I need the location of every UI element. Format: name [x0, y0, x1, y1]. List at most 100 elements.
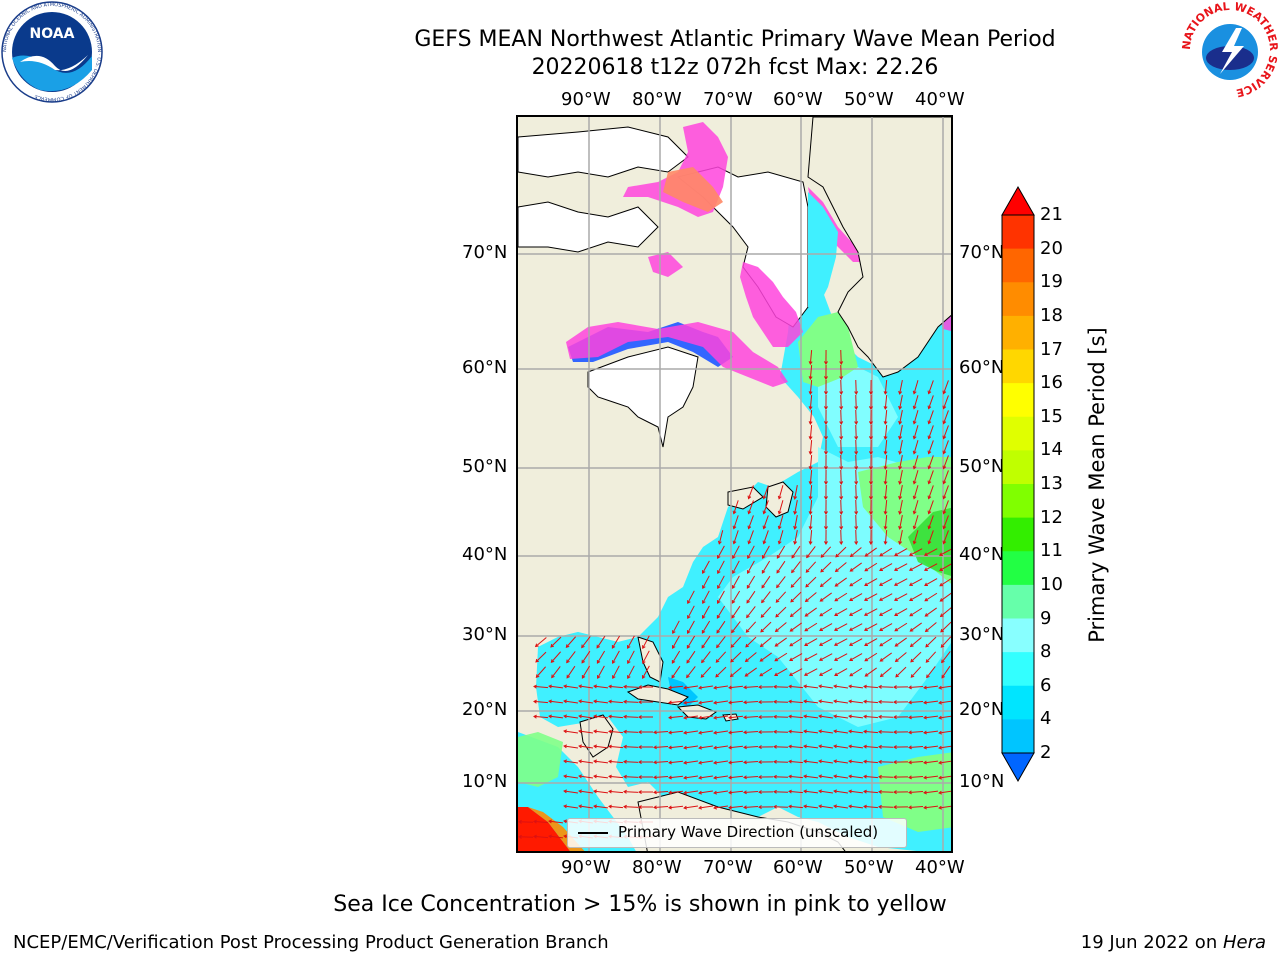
wave-arrow [790, 607, 802, 617]
wave-arrow [732, 575, 740, 589]
wave-arrow [848, 745, 864, 749]
wave-arrow [908, 685, 924, 689]
wave-arrow-head [923, 775, 927, 780]
wave-arrow-head [777, 540, 782, 545]
wave-arrow-head [942, 390, 947, 395]
wave-arrow-head [653, 745, 657, 750]
wave-arrow [747, 545, 755, 559]
lon-label: 60°W [773, 857, 823, 878]
wave-arrow [683, 685, 699, 689]
wave-arrow-head [593, 699, 598, 704]
wave-arrow [848, 775, 864, 779]
wave-arrow [884, 454, 888, 470]
wave-arrow-head [593, 714, 598, 719]
wave-arrow-head [743, 685, 747, 690]
lon-label: 90°W [561, 89, 611, 110]
wave-arrow-head [702, 570, 706, 574]
wave-arrow [627, 665, 635, 679]
colorbar-tick-label: 4 [1040, 708, 1052, 730]
wave-arrow [731, 605, 741, 619]
wave-arrow-head [623, 789, 627, 794]
wave-arrow-head [908, 775, 912, 780]
wave-arrow [820, 546, 832, 558]
wave-arrow [716, 620, 726, 634]
wave-arrow [879, 578, 893, 586]
wave-arrow-head [938, 805, 943, 810]
wave-arrow-head [912, 435, 917, 440]
wave-arrow [773, 776, 789, 778]
colorbar-tick-label: 16 [1040, 372, 1063, 394]
wave-arrow-head [581, 675, 586, 679]
wave-arrow-head [868, 526, 873, 530]
wave-arrow [668, 715, 684, 719]
wave-arrow-head [535, 674, 540, 678]
wave-arrow [702, 575, 710, 589]
wave-arrow [943, 530, 949, 544]
wave-arrow [716, 636, 726, 648]
wave-arrow [908, 790, 924, 794]
wave-arrow-head [942, 540, 947, 545]
wave-arrow [683, 805, 699, 809]
wave-arrow-head [818, 759, 823, 764]
wave-arrow-head [938, 685, 943, 690]
wave-arrow-head [804, 598, 809, 603]
wave-arrow-head [716, 600, 721, 604]
wave-arrow-head [833, 759, 838, 764]
wave-arrow-head [803, 714, 808, 719]
wave-arrow-head [550, 659, 555, 663]
wave-arrow-head [823, 361, 828, 365]
wave-arrow-head [819, 598, 824, 602]
wave-arrow-head [744, 658, 749, 663]
wave-arrow [943, 380, 949, 394]
wave-arrow-head [910, 674, 915, 678]
land-greenland [807, 117, 951, 378]
wave-arrow [848, 730, 864, 734]
wave-arrow-head [642, 645, 646, 650]
wave-arrow [778, 500, 784, 514]
wave-arrow-head [893, 775, 897, 780]
wave-arrow-head [818, 684, 823, 689]
wave-arrow [672, 620, 680, 634]
wave-arrow [763, 530, 769, 544]
wave-arrow-head [608, 804, 612, 809]
wave-arrow-head [864, 553, 869, 557]
wave-arrow [642, 635, 650, 649]
wave-arrow [894, 548, 908, 556]
wave-arrow-head [790, 598, 794, 603]
wave-arrow [834, 608, 848, 616]
wave-arrow [717, 575, 725, 589]
wave-arrow-head [702, 585, 706, 590]
wave-arrow [775, 606, 787, 618]
wave-arrow-head [686, 674, 690, 679]
wave-arrow-head [894, 658, 899, 663]
wave-arrow [627, 650, 635, 664]
lon-label: 50°W [844, 89, 894, 110]
wave-arrow [943, 485, 949, 499]
lat-label: 70°N [959, 242, 1005, 263]
wave-arrow [773, 701, 789, 703]
colorbar-tick-label: 10 [1040, 573, 1063, 595]
wave-arrow-head [804, 627, 809, 632]
wave-arrow [535, 666, 547, 678]
wave-arrow-head [713, 745, 718, 750]
wave-arrow-head [627, 675, 631, 680]
wave-arrow-head [774, 643, 779, 647]
wave-arrow-head [912, 420, 917, 425]
wave-arrow-head [938, 745, 943, 750]
wave-arrow [809, 424, 813, 440]
wave-arrow [899, 515, 903, 529]
wave-arrow-head [758, 775, 762, 780]
wave-arrow [908, 700, 924, 704]
wave-arrow [848, 805, 864, 809]
wave-arrow-head [868, 511, 873, 515]
wave-arrow [788, 715, 804, 719]
wave-arrow-head [687, 600, 691, 605]
wave-arrow [702, 560, 710, 574]
wave-arrow-head [839, 481, 844, 485]
wave-arrow [913, 515, 919, 529]
colorbar-segment [1002, 416, 1034, 451]
wave-arrow [908, 745, 924, 749]
wave-arrow-head [578, 684, 583, 689]
wave-arrow-head [791, 554, 796, 559]
wave-arrow-head [683, 730, 688, 735]
